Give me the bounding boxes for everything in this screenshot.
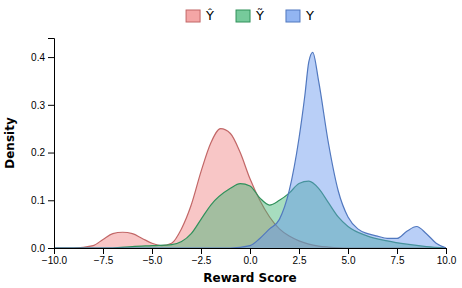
y-tick-label: 0.4 <box>31 52 45 63</box>
x-tick-mark <box>348 248 349 254</box>
x-tick-mark <box>103 248 104 254</box>
x-tick-label: 10.0 <box>437 255 457 266</box>
x-tick: −10.0 <box>42 248 68 266</box>
area <box>54 52 446 248</box>
series-group <box>54 52 446 248</box>
x-tick-label: 0.0 <box>244 255 258 266</box>
legend-item: Ŷ <box>186 8 214 23</box>
y-tick-mark <box>48 57 54 58</box>
y-tick: 0.2 <box>31 147 54 158</box>
y-tick: 0.4 <box>31 52 54 63</box>
y-tick-mark <box>48 200 54 201</box>
y-axis: 0.0 0.1 0.2 0.3 0.4 <box>31 39 54 254</box>
x-tick: 10.0 <box>437 248 457 266</box>
y-axis-line <box>48 39 55 249</box>
x-tick: 2.5 <box>293 248 307 266</box>
x-tick-label: −7.5 <box>94 255 114 266</box>
x-tick: 7.5 <box>391 248 405 266</box>
legend-swatch <box>236 10 250 22</box>
x-tick: −7.5 <box>94 248 114 266</box>
x-tick: 5.0 <box>342 248 356 266</box>
area <box>54 129 446 248</box>
y-tick: 0.3 <box>31 100 54 111</box>
x-tick-mark <box>397 248 398 254</box>
line <box>54 129 446 248</box>
x-tick: −5.0 <box>143 248 163 266</box>
x-tick-mark <box>299 248 300 254</box>
legend-label: Ŷ <box>205 8 214 23</box>
legend-swatch <box>186 10 200 22</box>
chart: −10.0−7.5−5.0−2.50.02.55.07.510.00.00.10… <box>0 0 462 288</box>
legend-label: Y <box>305 8 314 23</box>
x-axis: −10.0 −7.5 −5.0 −2.5 0.0 2.5 5.0 7.5 10.0 <box>42 248 457 266</box>
legend-label: Ỹ <box>255 8 264 23</box>
x-tick-mark <box>201 248 202 254</box>
y-tick: 0.1 <box>31 195 54 206</box>
line <box>54 52 446 248</box>
y-tick-label: 0.2 <box>31 147 45 158</box>
legend-swatch <box>286 10 300 22</box>
legend-item: Ỹ <box>236 8 264 23</box>
y-tick-mark <box>48 105 54 106</box>
x-tick-label: 7.5 <box>391 255 405 266</box>
x-tick-label: −5.0 <box>143 255 163 266</box>
x-tick: 0.0 <box>244 248 258 266</box>
legend: ŶỸY <box>186 8 314 23</box>
x-tick-mark <box>250 248 251 254</box>
y-tick-mark <box>48 153 54 154</box>
x-tick-label: −2.5 <box>192 255 212 266</box>
plot: −10.0−7.5−5.0−2.50.02.55.07.510.00.00.10… <box>31 39 457 267</box>
x-tick-label: −10.0 <box>42 255 68 266</box>
x-axis-title: Reward Score <box>203 271 296 285</box>
legend-item: Y <box>286 8 314 23</box>
x-tick-mark <box>446 248 447 254</box>
y-tick: 0.0 <box>31 243 54 254</box>
y-tick-label: 0.1 <box>31 195 45 206</box>
y-tick-mark <box>48 248 54 249</box>
x-axis-line <box>55 249 447 255</box>
x-tick-label: 5.0 <box>342 255 356 266</box>
y-tick-label: 0.3 <box>31 100 45 111</box>
x-tick-label: 2.5 <box>293 255 307 266</box>
x-tick-mark <box>152 248 153 254</box>
y-axis-title: Density <box>3 117 17 169</box>
y-tick-label: 0.0 <box>31 243 45 254</box>
x-tick: −2.5 <box>192 248 212 266</box>
